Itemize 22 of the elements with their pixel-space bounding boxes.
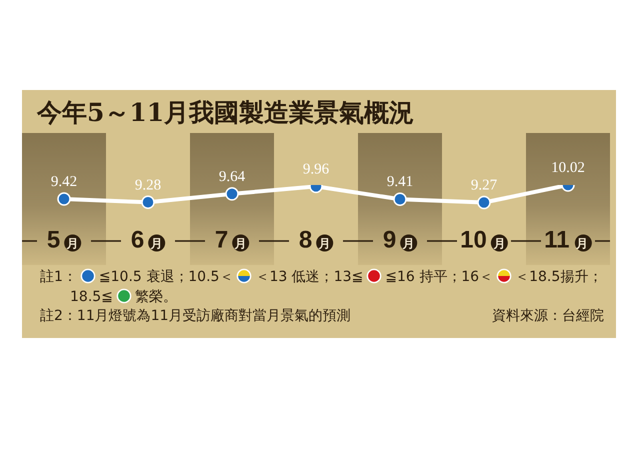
point	[477, 196, 491, 210]
text: ＜13 低迷；13≦	[255, 269, 364, 285]
text: 註1：	[40, 269, 77, 285]
point	[393, 192, 407, 206]
data-label: 9.96	[302, 161, 330, 178]
data-label: 9.41	[386, 174, 414, 190]
point	[225, 187, 239, 201]
text: ≦10.5 衰退；10.5＜	[98, 269, 234, 285]
point	[141, 196, 155, 210]
data-label: 9.27	[470, 178, 498, 194]
text: ≦16 持平；16＜	[385, 269, 494, 285]
text: 18.5≦	[70, 288, 113, 304]
text: 註2：11月燈號為11月受訪廠商對當月景氣的預測	[40, 307, 351, 326]
text: ＜18.5揚升；	[515, 269, 602, 285]
data-label: 9.42	[50, 174, 78, 190]
data-label: 10.02	[551, 160, 585, 176]
data-label: 9.28	[134, 177, 162, 194]
text: 繁榮。	[134, 288, 177, 304]
point	[57, 192, 71, 206]
data-label: 9.64	[218, 168, 246, 185]
chart-title: 今年5～11月我國製造業景氣概況	[37, 97, 414, 129]
source-note: 資料來源：台經院	[492, 307, 604, 326]
